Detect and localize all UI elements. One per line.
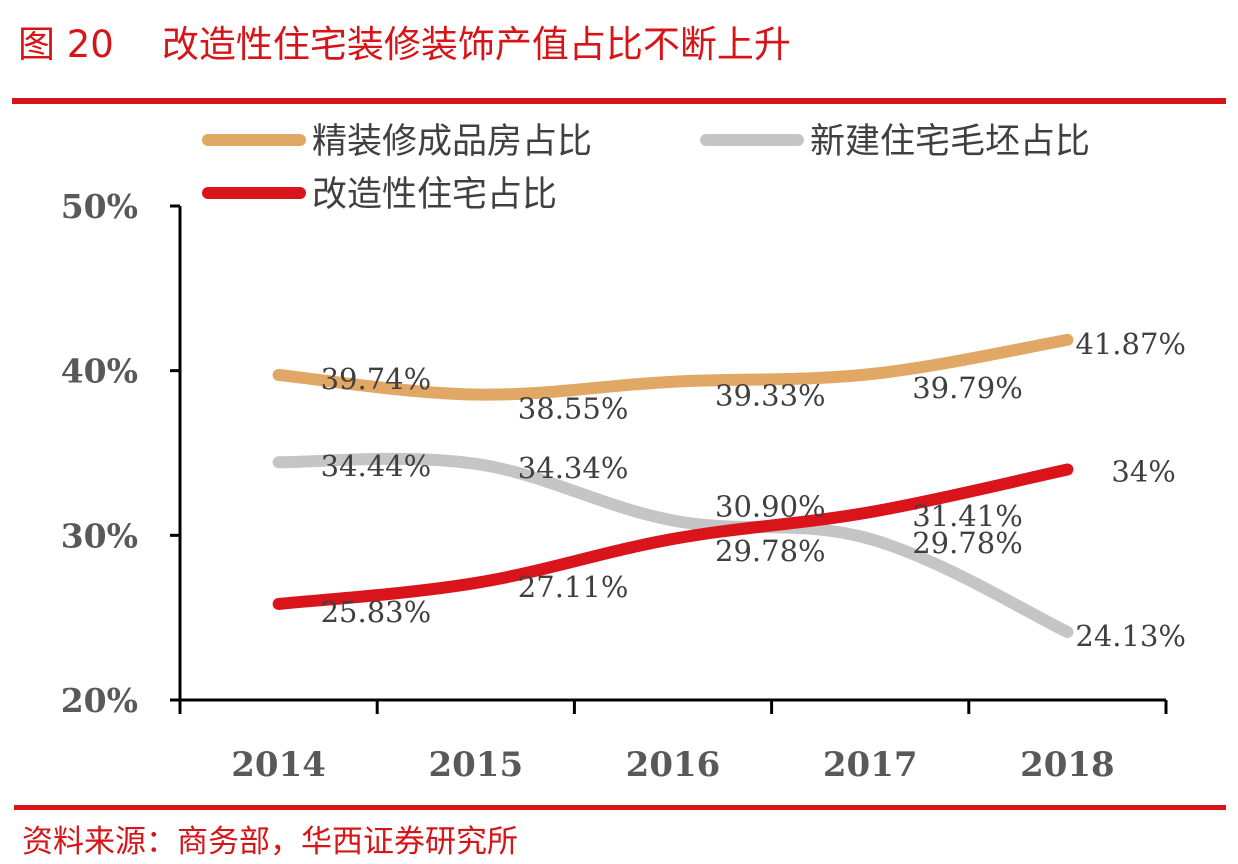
legend-label: 新建住宅毛坯占比: [810, 122, 1090, 162]
data-label: 39.33%: [715, 379, 826, 413]
y-tick-label: 20%: [61, 681, 138, 720]
x-tick-label: 2018: [1020, 745, 1115, 785]
legend-label: 精装修成品房占比: [312, 122, 592, 162]
data-label: 30.90%: [715, 490, 826, 524]
y-tick-label: 40%: [61, 352, 138, 391]
series-line-finished-housing: [272, 333, 1074, 401]
legend-label: 改造性住宅占比: [312, 175, 557, 215]
data-label: 34.34%: [518, 451, 629, 485]
x-tick-label: 2014: [231, 745, 326, 785]
data-label: 25.83%: [321, 595, 432, 629]
data-label: 34%: [1111, 454, 1175, 488]
data-label: 39.79%: [912, 371, 1023, 405]
data-label: 34.44%: [321, 449, 432, 483]
bottom-divider: [14, 805, 1226, 810]
y-tick-label: 50%: [61, 187, 138, 226]
data-label: 24.13%: [1075, 619, 1186, 653]
data-label: 27.11%: [518, 570, 629, 604]
x-tick-label: 2016: [626, 745, 721, 785]
figure-title: 图 20 改造性住宅装修装饰产值占比不断上升: [18, 14, 791, 68]
data-label: 39.74%: [321, 362, 432, 396]
data-label: 31.41%: [912, 499, 1023, 533]
figure-number: 图 20: [18, 23, 114, 66]
data-label: 38.55%: [518, 392, 629, 426]
series-line-renovation-housing: [272, 463, 1074, 610]
top-divider: [12, 98, 1226, 104]
data-label: 29.78%: [715, 534, 826, 568]
series-line-new-rough-housing: [272, 452, 1074, 638]
x-tick-label: 2017: [823, 745, 918, 785]
data-label: 29.78%: [912, 526, 1023, 560]
x-tick-label: 2015: [428, 745, 523, 785]
data-label: 41.87%: [1075, 327, 1186, 361]
source-note: 资料来源：商务部，华西证券研究所: [22, 824, 518, 860]
y-tick-label: 30%: [61, 516, 138, 555]
figure-title-text: 改造性住宅装修装饰产值占比不断上升: [161, 23, 791, 66]
